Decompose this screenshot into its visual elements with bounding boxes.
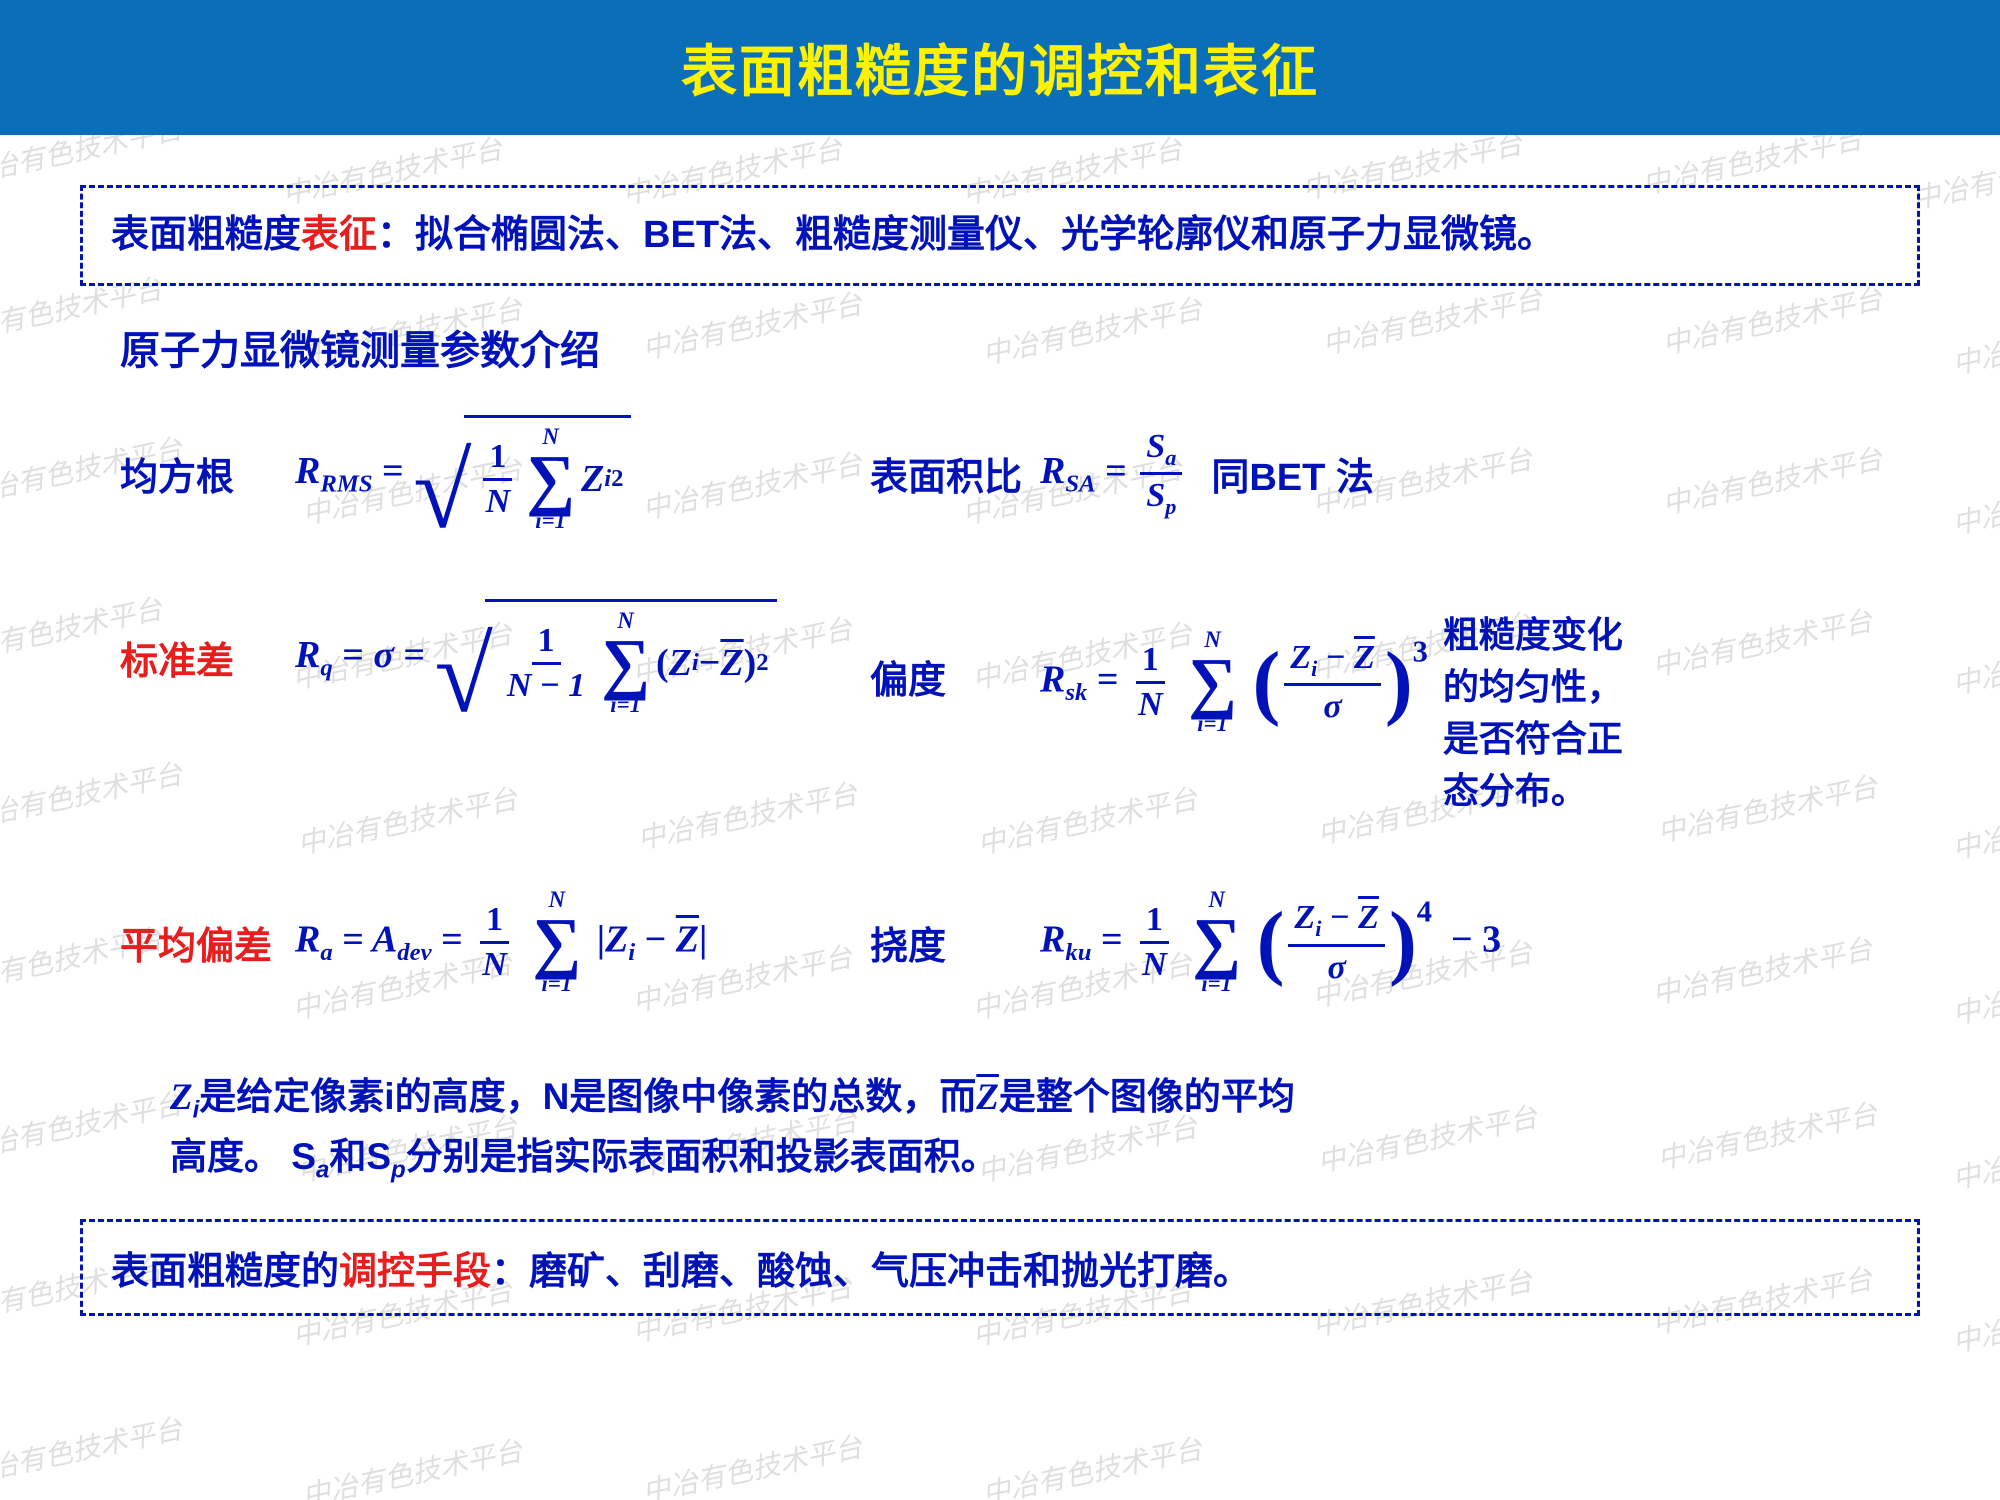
characterization-text: 表面粗糙度表征：拟合椭圆法、BET法、粗糙度测量仪、光学轮廓仪和原子力显微镜。 [111, 206, 1889, 265]
page-title: 表面粗糙度的调控和表征 [681, 27, 1319, 108]
label-stddev: 标准差 [120, 630, 295, 685]
variable-explanation: Zi是给定像素i的高度，N是图像中像素的总数，而Z是整个图像的平均 高度。 Sa… [170, 1068, 1670, 1189]
formula-grid: 均方根 RRMS = √ 1N N∑i=1 Zi2 表面积比 RSA = SaS… [120, 404, 1920, 1013]
formula-row-2: 标准差 Rq = σ = √ 1N − 1 N∑i=1 (Zi − Z)2 偏度… [120, 599, 1920, 818]
formula-skewness: Rsk = 1N N∑i=1 (Zi − Zσ)3 [1040, 599, 1428, 736]
distribution-note: 粗糙度变化的均匀性，是否符合正态分布。 [1443, 609, 1653, 818]
box2-red: 调控手段 [339, 1251, 491, 1293]
box1-prefix: 表面粗糙度 [111, 214, 301, 256]
box1-red: 表征 [301, 214, 377, 256]
formula-kurtosis: Rku = 1N N∑i=1 (Zi − Zσ)4 − 3 [1040, 889, 1501, 996]
formula-row-1: 均方根 RRMS = √ 1N N∑i=1 Zi2 表面积比 RSA = SaS… [120, 404, 1920, 544]
formula-surface-area: RSA = SaSp [1040, 428, 1186, 521]
label-surface-area: 表面积比 [870, 446, 1040, 501]
formula-avgdev: Ra = Adev = 1N N∑i=1 |Zi − Z| [295, 889, 707, 996]
header-bar: 表面粗糙度的调控和表征 [0, 0, 2000, 135]
adjustment-box: 表面粗糙度的调控手段：磨矿、刮磨、酸蚀、气压冲击和抛光打磨。 [80, 1219, 1920, 1316]
formula-row-3: 平均偏差 Ra = Adev = 1N N∑i=1 |Zi − Z| 挠度 Rk… [120, 873, 1920, 1013]
box1-rest: ：拟合椭圆法、BET法、粗糙度测量仪、光学轮廓仪和原子力显微镜。 [377, 214, 1555, 256]
label-skewness: 偏度 [870, 599, 1040, 704]
content-area: 表面粗糙度表征：拟合椭圆法、BET法、粗糙度测量仪、光学轮廓仪和原子力显微镜。 … [0, 135, 2000, 1346]
afm-params-heading: 原子力显微镜测量参数介绍 [120, 318, 1920, 376]
characterization-box: 表面粗糙度表征：拟合椭圆法、BET法、粗糙度测量仪、光学轮廓仪和原子力显微镜。 [80, 185, 1920, 286]
box2-rest: ：磨矿、刮磨、酸蚀、气压冲击和抛光打磨。 [491, 1251, 1251, 1293]
label-rms: 均方根 [120, 446, 295, 501]
formula-rms: RRMS = √ 1N N∑i=1 Zi2 [295, 415, 631, 533]
adjustment-text: 表面粗糙度的调控手段：磨矿、刮磨、酸蚀、气压冲击和抛光打磨。 [111, 1240, 1889, 1295]
box2-prefix: 表面粗糙度的 [111, 1251, 339, 1293]
label-kurtosis: 挠度 [870, 915, 1040, 970]
label-avgdev: 平均偏差 [120, 915, 295, 970]
formula-stddev: Rq = σ = √ 1N − 1 N∑i=1 (Zi − Z)2 [295, 599, 777, 717]
surface-area-note: 同BET 法 [1211, 446, 1374, 501]
